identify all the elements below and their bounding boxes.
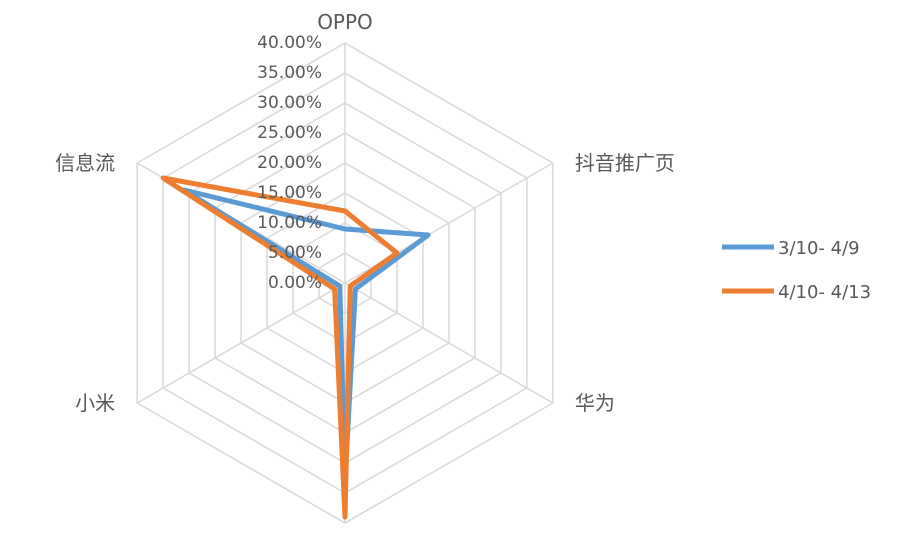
legend-label: 4/10- 4/13	[778, 282, 871, 303]
tick-label: 25.00%	[257, 123, 322, 143]
legend: 3/10- 4/9 4/10- 4/13	[722, 238, 871, 303]
tick-label: 40.00%	[257, 33, 322, 53]
category-label: 华为	[575, 391, 615, 415]
category-label: 信息流	[55, 151, 115, 175]
tick-label: 15.00%	[257, 183, 322, 203]
category-label: 抖音推广页	[575, 151, 675, 175]
tick-label: 35.00%	[257, 63, 322, 83]
tick-label: 10.00%	[257, 213, 322, 233]
legend-label: 3/10- 4/9	[778, 238, 860, 259]
tick-label: 30.00%	[257, 93, 322, 113]
series-line-0	[184, 190, 428, 481]
category-label: 小米	[75, 391, 115, 415]
category-label: OPPO	[317, 10, 373, 34]
tick-label: 0.00%	[268, 273, 322, 293]
tick-label: 20.00%	[257, 153, 322, 173]
tick-label: 5.00%	[268, 243, 322, 263]
